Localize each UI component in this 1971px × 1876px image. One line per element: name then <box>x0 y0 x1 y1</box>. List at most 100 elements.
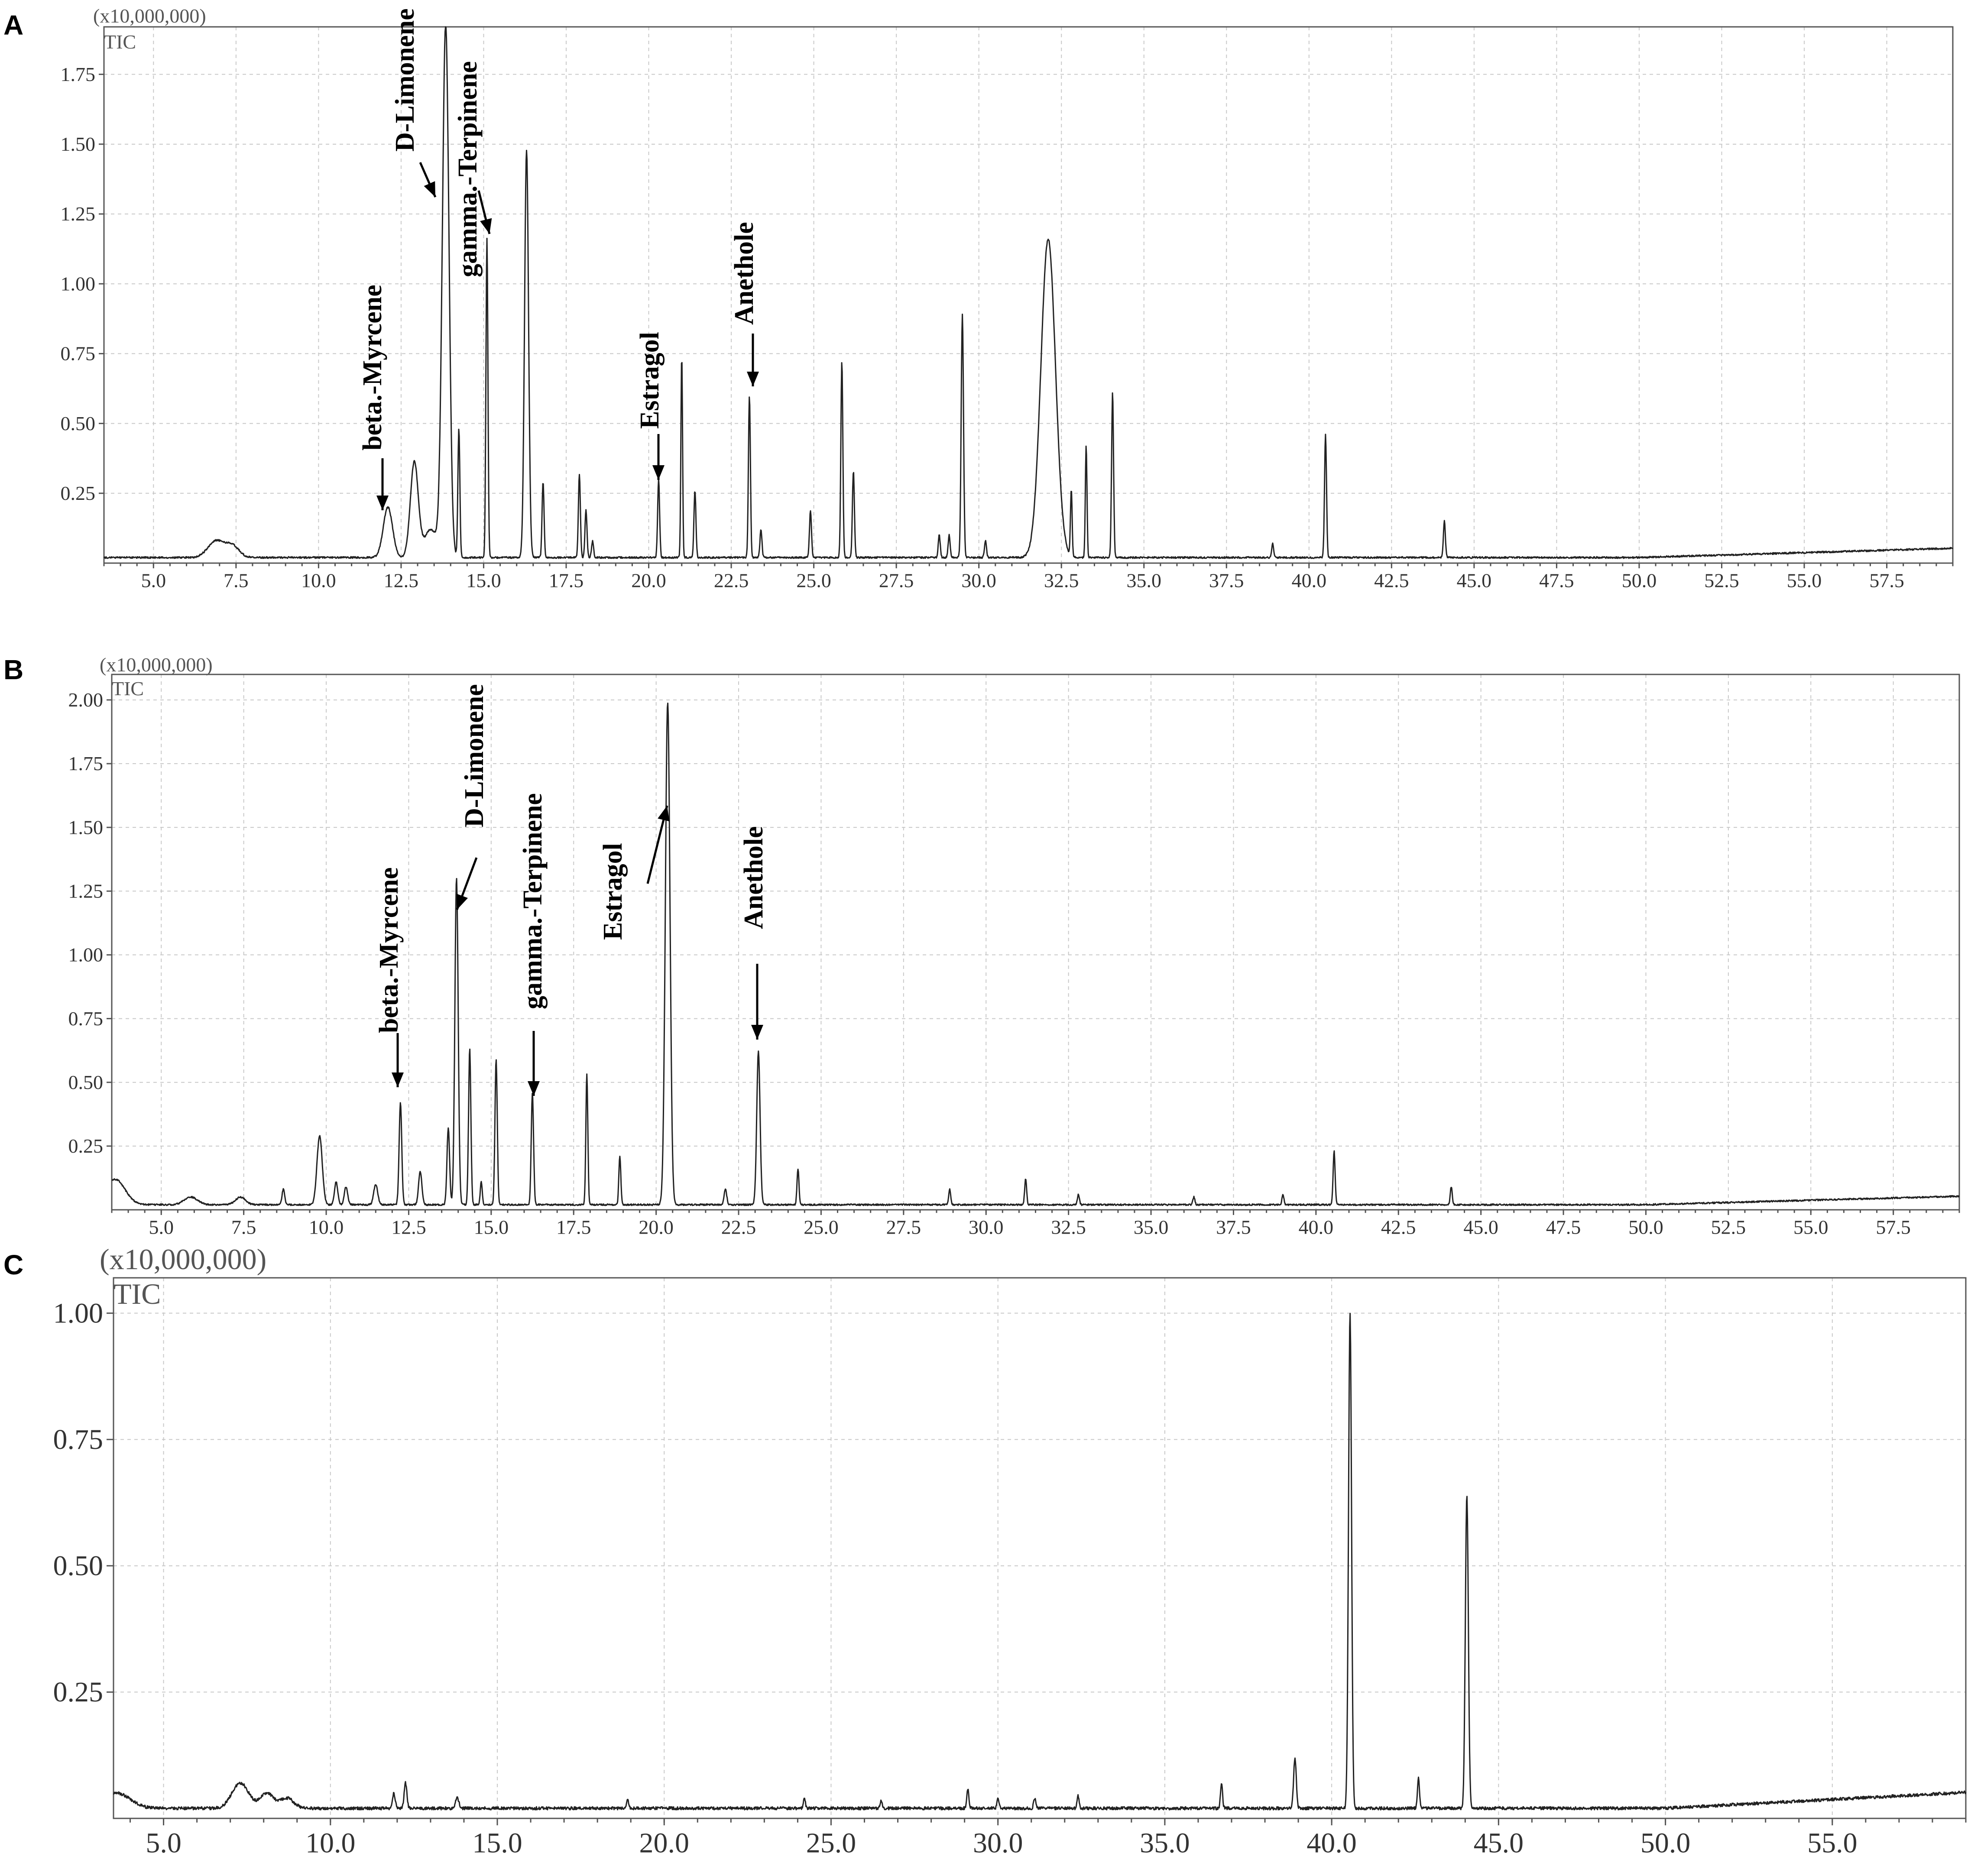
panel-b-x-tick-label: 12.5 <box>391 1216 426 1238</box>
panel-a-y-tick-label: 1.25 <box>61 203 96 225</box>
panel-b-y-tick-label: 1.50 <box>68 816 104 838</box>
panel-c-y-tick-label: 1.00 <box>53 1297 104 1329</box>
peak-label-estragol: Estragol <box>598 843 628 940</box>
panel-a-y-tick-label: 0.75 <box>61 343 96 365</box>
panel-b-x-tick-label: 45.0 <box>1463 1216 1498 1238</box>
panel-b-letter: B <box>3 654 23 685</box>
panel-a-x-tick-label: 7.5 <box>224 570 249 592</box>
panel-a-x-tick-label: 22.5 <box>714 570 749 592</box>
panel-b-x-tick-label: 7.5 <box>231 1216 256 1238</box>
panel-b-x-tick-label: 50.0 <box>1628 1216 1663 1238</box>
peak-arrowhead <box>658 806 670 822</box>
panel-b-x-tick-label: 42.5 <box>1381 1216 1416 1238</box>
panel-a-tic-trace <box>103 26 1954 559</box>
panel-a-scale-label: (x10,000,000) <box>93 5 206 27</box>
panel-b-x-tick-label: 35.0 <box>1134 1216 1169 1238</box>
panel-c-scale-label: (x10,000,000) <box>100 1243 266 1276</box>
panel-c-y-tick-label: 0.50 <box>53 1550 104 1582</box>
panel-a-y-tick-label: 0.25 <box>61 482 96 504</box>
panel-c-x-tick-label: 35.0 <box>1140 1827 1190 1859</box>
panel-a-x-tick-label: 10.0 <box>301 570 336 592</box>
panel-a-y-tick-label: 1.75 <box>61 63 96 85</box>
peak-arrowhead <box>652 465 665 480</box>
panel-c-x-tick-label: 20.0 <box>639 1827 689 1859</box>
peak-arrowhead <box>747 372 759 386</box>
panel-a: 5.0 7.5 10.0 12.5 15.0 17.5 20.0 22.5 25.0 27.5 30… <box>3 5 1954 592</box>
panel-c-x-tick-label: 55.0 <box>1807 1827 1858 1859</box>
panel-b-y-tick-label: 1.25 <box>68 880 104 902</box>
peak-label-estragol: Estragol <box>635 332 665 429</box>
panel-b-x-tick-label: 47.5 <box>1546 1216 1581 1238</box>
panel-b-scale-label: (x10,000,000) <box>100 654 213 676</box>
peak-label-d-limonene: D-Limonene <box>390 8 420 152</box>
peak-label-gamma-terpinene: gamma.-Terpinene <box>518 793 548 1009</box>
peak-label-gamma-terpinene: gamma.-Terpinene <box>453 61 483 277</box>
panel-b-y-tick-label: 0.25 <box>68 1135 104 1157</box>
panel-a-x-tick-label: 35.0 <box>1127 570 1162 592</box>
panel-c-plot-area <box>113 1277 1967 1819</box>
panel-a-x-tick-label: 45.0 <box>1457 570 1492 592</box>
panel-a-x-tick-label: 20.0 <box>631 570 666 592</box>
panel-b-y-tick-label: 2.00 <box>68 689 104 711</box>
panel-a-x-tick-label: 52.5 <box>1704 570 1739 592</box>
panel-c-y-tick-label: 0.75 <box>53 1424 104 1455</box>
panel-a-y-tick-label: 1.50 <box>61 133 96 155</box>
panel-b-x-tick-label: 15.0 <box>474 1216 509 1238</box>
panel-a-x-tick-label: 40.0 <box>1292 570 1327 592</box>
panel-b-y-tick-label: 0.75 <box>68 1008 104 1030</box>
panel-b-x-tick-label: 37.5 <box>1216 1216 1251 1238</box>
panel-b: 5.0 7.5 10.0 12.5 15.0 17.5 20.0 22.5 25.0 27.5 30… <box>3 654 1960 1238</box>
panel-c-x-tick-label: 30.0 <box>973 1827 1023 1859</box>
panel-b-x-tick-label: 25.0 <box>804 1216 839 1238</box>
peak-arrowhead <box>424 181 435 197</box>
panel-a-x-tick-label: 17.5 <box>549 570 584 592</box>
panel-c-x-tick-label: 50.0 <box>1640 1827 1691 1859</box>
peak-label-anethole: Anethole <box>739 826 768 929</box>
panel-c-x-tick-label: 5.0 <box>146 1827 182 1859</box>
panel-b-x-tick-label: 22.5 <box>721 1216 756 1238</box>
panel-a-x-tick-label: 12.5 <box>384 570 419 592</box>
panel-b-tic-trace <box>111 703 1960 1206</box>
panel-a-x-tick-label: 5.0 <box>141 570 166 592</box>
panel-c-x-tick-label: 40.0 <box>1306 1827 1357 1859</box>
peak-arrowhead <box>751 1025 763 1040</box>
panel-b-x-tick-label: 27.5 <box>886 1216 921 1238</box>
panel-a-x-tick-label: 55.0 <box>1787 570 1822 592</box>
peak-arrowhead <box>528 1081 540 1096</box>
panel-b-y-tick-label: 0.50 <box>68 1071 104 1093</box>
panel-b-x-tick-label: 20.0 <box>639 1216 674 1238</box>
panel-b-x-tick-label: 57.5 <box>1876 1216 1911 1238</box>
peak-label-beta-myrcene: beta.-Myrcene <box>374 867 404 1033</box>
panel-a-x-tick-label: 50.0 <box>1622 570 1657 592</box>
panel-b-x-tick-label: 17.5 <box>556 1216 591 1238</box>
panel-c-letter: C <box>3 1249 23 1280</box>
panel-a-x-tick-label: 47.5 <box>1539 570 1574 592</box>
panel-a-x-tick-label: 37.5 <box>1209 570 1244 592</box>
panel-a-letter: A <box>3 10 23 41</box>
panel-a-x-tick-label: 57.5 <box>1869 570 1904 592</box>
panel-b-x-tick-label: 32.5 <box>1051 1216 1086 1238</box>
panel-b-trace-label: TIC <box>112 677 144 700</box>
panel-b-x-tick-label: 40.0 <box>1299 1216 1334 1238</box>
panel-a-trace-label: TIC <box>104 31 136 53</box>
panel-b-x-tick-label: 5.0 <box>149 1216 174 1238</box>
panel-c-x-tick-label: 10.0 <box>305 1827 356 1859</box>
panel-c-tic-trace <box>113 1312 1967 1811</box>
panel-c: 5.0 10.0 15.0 20.0 25.0 30.0 35.0 40.0 45.0 50.0 5… <box>3 1243 1967 1859</box>
panel-a-x-tick-label: 30.0 <box>961 570 996 592</box>
peak-label-anethole: Anethole <box>729 222 759 325</box>
peak-label-d-limonene: D-Limonene <box>460 684 489 827</box>
panel-b-x-tick-label: 10.0 <box>309 1216 344 1238</box>
panel-b-x-tick-label: 52.5 <box>1711 1216 1746 1238</box>
panel-c-x-tick-label: 25.0 <box>806 1827 856 1859</box>
panel-c-y-tick-label: 0.25 <box>53 1676 104 1708</box>
panel-b-x-tick-label: 30.0 <box>969 1216 1004 1238</box>
panel-c-x-tick-label: 15.0 <box>472 1827 522 1859</box>
panel-a-x-tick-label: 32.5 <box>1044 570 1079 592</box>
panel-c-x-tick-label: 45.0 <box>1474 1827 1524 1859</box>
panel-b-x-tick-label: 55.0 <box>1793 1216 1828 1238</box>
peak-arrowhead <box>480 218 492 234</box>
panel-c-trace-label: TIC <box>113 1277 161 1310</box>
peak-label-beta-myrcene: beta.-Myrcene <box>358 285 387 450</box>
